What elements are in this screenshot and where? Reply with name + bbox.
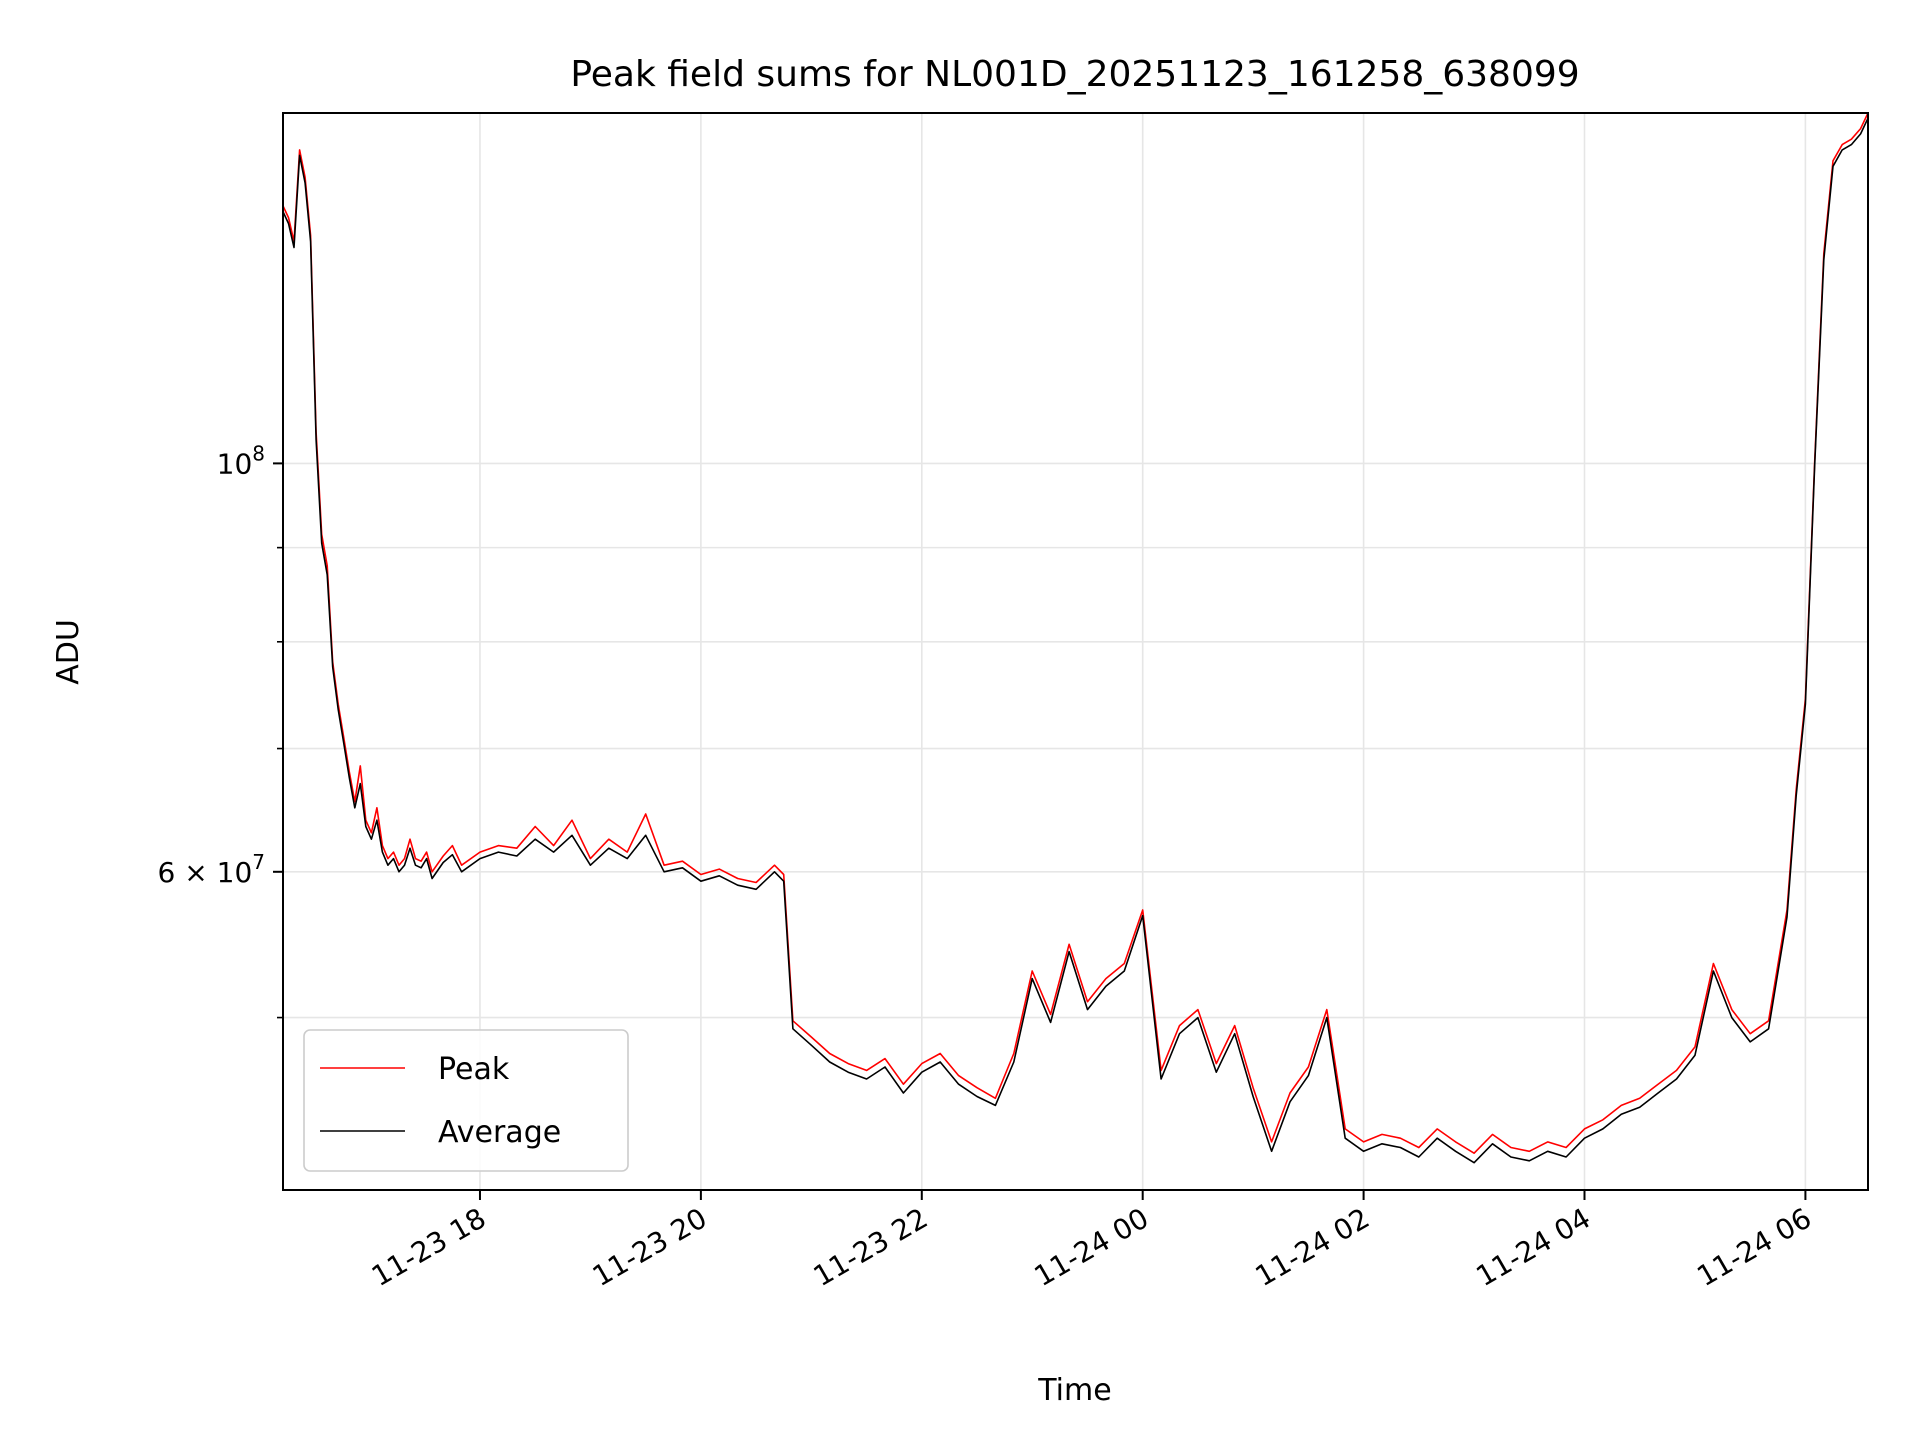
- x-axis-label: Time: [1037, 1373, 1111, 1408]
- legend-label-peak: Peak: [438, 1052, 510, 1087]
- y-axis: 108 6 × 107: [158, 441, 283, 1019]
- x-tick-label: 11-24 00: [1029, 1201, 1155, 1293]
- y-axis-label: ADU: [51, 619, 86, 685]
- x-axis: 11-23 18 11-23 20 11-23 22 11-24 00 11-24 02…: [366, 1190, 1817, 1293]
- legend: Peak Average: [303, 1029, 629, 1172]
- legend-box: [303, 1029, 629, 1172]
- x-tick-label: 11-24 04: [1470, 1201, 1596, 1293]
- x-tick-label: 11-23 20: [587, 1201, 713, 1293]
- x-tick-label: 11-23 22: [808, 1201, 934, 1293]
- x-tick-label: 11-24 06: [1691, 1201, 1817, 1293]
- series-lines: [282, 112, 1869, 1164]
- series-line-peak: [282, 112, 1869, 1154]
- chart-title: Peak field sums for NL001D_20251123_1612…: [570, 54, 1579, 95]
- x-tick-label: 11-24 02: [1250, 1201, 1376, 1293]
- y-tick-label: 6 × 107: [158, 850, 265, 889]
- x-tick-label: 11-23 18: [366, 1201, 492, 1293]
- series-line-average: [282, 117, 1869, 1164]
- grid: [283, 113, 1868, 1190]
- plot-frame: [282, 112, 1869, 1191]
- y-tick-label: 108: [217, 441, 265, 480]
- legend-label-average: Average: [438, 1115, 561, 1150]
